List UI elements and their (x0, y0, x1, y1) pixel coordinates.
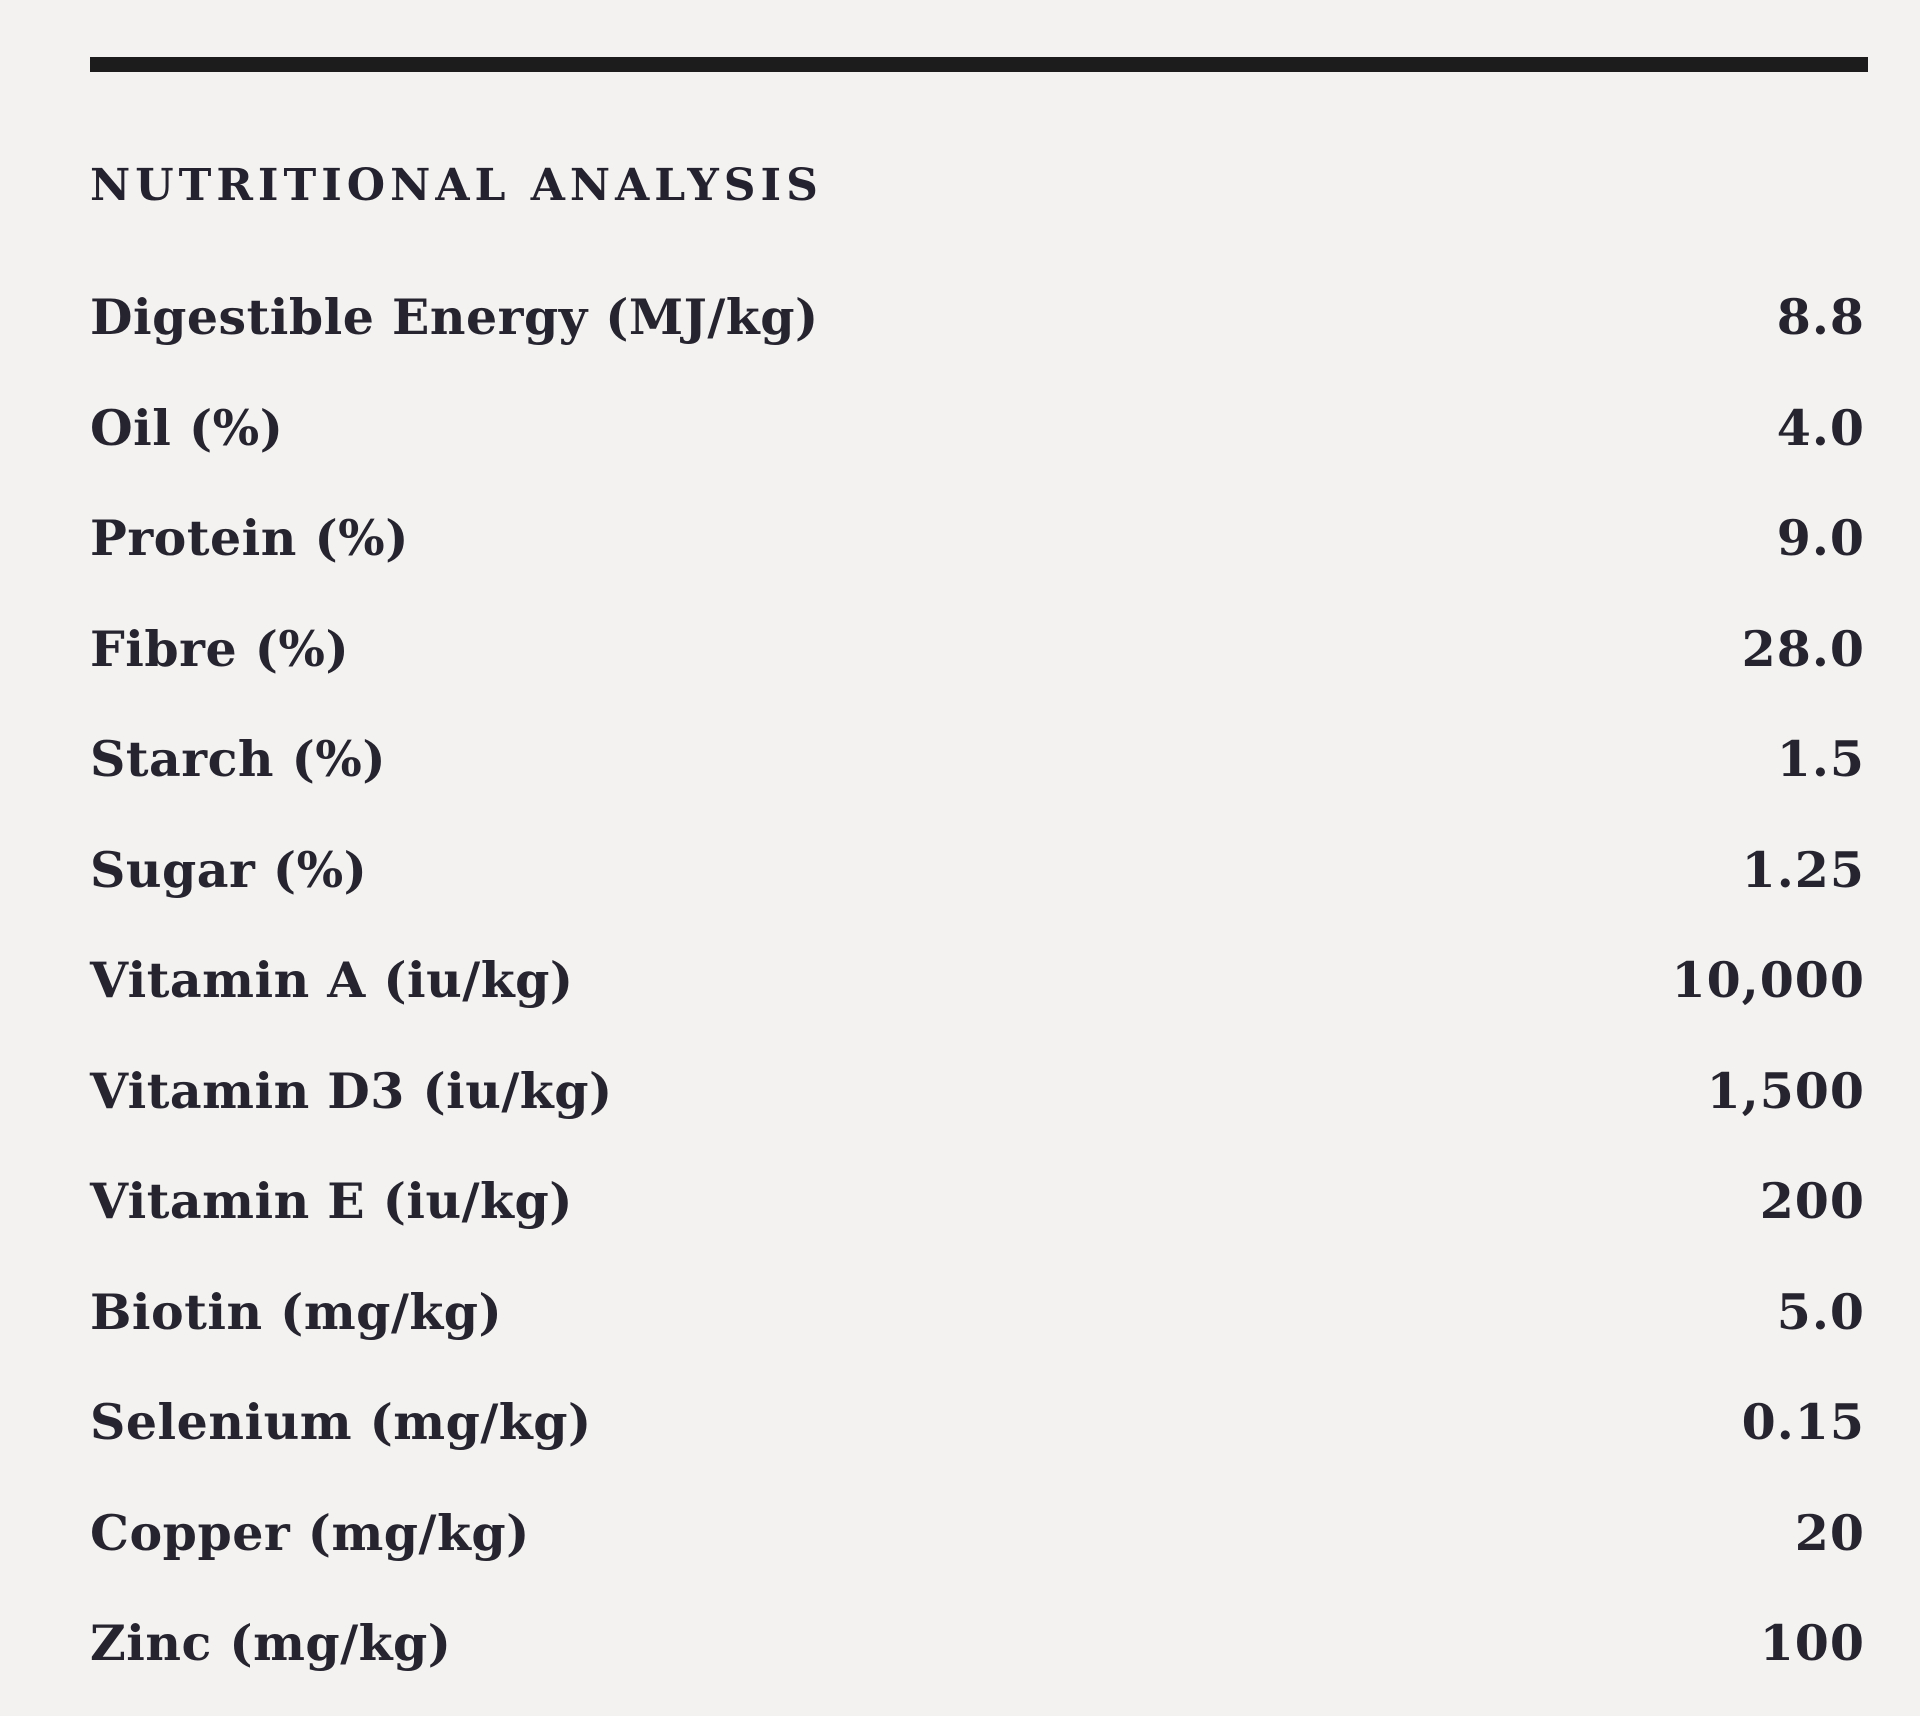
section-title: NUTRITIONAL ANALYSIS (90, 160, 823, 211)
nutrient-value: 1.5 (1776, 730, 1865, 789)
table-row: Fibre (%) 28.0 (90, 594, 1865, 705)
nutrient-label: Copper (mg/kg) (90, 1503, 530, 1562)
nutrient-label: Zinc (mg/kg) (90, 1614, 452, 1673)
nutrient-value: 4.0 (1776, 398, 1865, 457)
nutrient-label: Vitamin D3 (iu/kg) (90, 1061, 613, 1120)
nutrient-value: 100 (1759, 1614, 1865, 1673)
table-row: Copper (mg/kg) 20 (90, 1478, 1865, 1589)
nutrient-value: 10,000 (1671, 951, 1865, 1010)
nutrient-value: 0.15 (1741, 1393, 1865, 1452)
nutrient-value: 200 (1759, 1172, 1865, 1231)
nutrient-label: Digestible Energy (MJ/kg) (90, 288, 819, 347)
nutrient-value: 1.25 (1741, 840, 1865, 899)
section-divider (90, 57, 1868, 72)
nutrient-label: Starch (%) (90, 730, 387, 789)
table-row: Vitamin E (iu/kg) 200 (90, 1146, 1865, 1257)
table-row: Oil (%) 4.0 (90, 373, 1865, 484)
nutrient-value: 9.0 (1776, 509, 1865, 568)
nutrient-label: Vitamin E (iu/kg) (90, 1172, 573, 1231)
table-row: Protein (%) 9.0 (90, 483, 1865, 594)
table-row: Selenium (mg/kg) 0.15 (90, 1367, 1865, 1478)
nutrient-label: Selenium (mg/kg) (90, 1393, 592, 1452)
nutrient-value: 28.0 (1741, 619, 1865, 678)
nutrient-label: Fibre (%) (90, 619, 350, 678)
nutrient-label: Sugar (%) (90, 840, 368, 899)
table-row: Sugar (%) 1.25 (90, 815, 1865, 926)
table-row: Vitamin A (iu/kg) 10,000 (90, 925, 1865, 1036)
nutrient-label: Biotin (mg/kg) (90, 1282, 503, 1341)
nutrition-table: Digestible Energy (MJ/kg) 8.8 Oil (%) 4.… (90, 262, 1865, 1699)
table-row: Digestible Energy (MJ/kg) 8.8 (90, 262, 1865, 373)
table-row: Biotin (mg/kg) 5.0 (90, 1257, 1865, 1368)
nutrient-value: 5.0 (1776, 1282, 1865, 1341)
nutrient-value: 1,500 (1706, 1061, 1865, 1120)
nutrient-value: 20 (1794, 1503, 1865, 1562)
nutrient-value: 8.8 (1776, 288, 1865, 347)
nutrient-label: Protein (%) (90, 509, 409, 568)
nutrient-label: Vitamin A (iu/kg) (90, 951, 574, 1010)
table-row: Vitamin D3 (iu/kg) 1,500 (90, 1036, 1865, 1147)
table-row: Starch (%) 1.5 (90, 704, 1865, 815)
table-row: Zinc (mg/kg) 100 (90, 1588, 1865, 1699)
nutrient-label: Oil (%) (90, 398, 284, 457)
